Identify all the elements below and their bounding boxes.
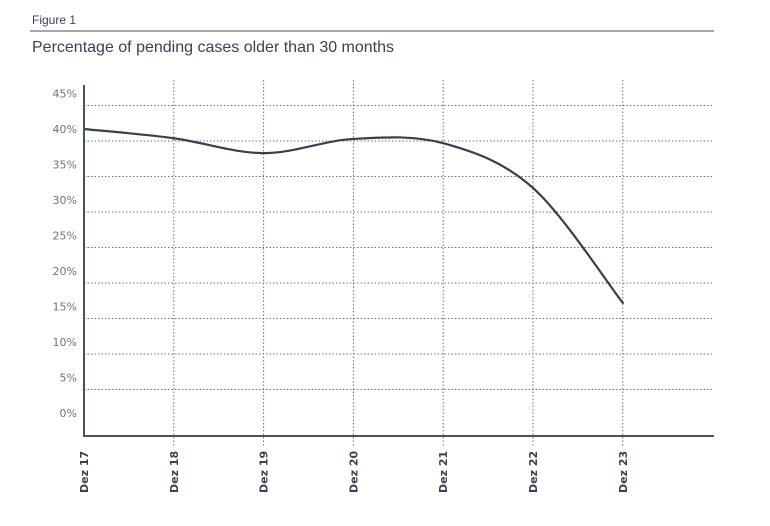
x-tick-label: Dez 21 — [437, 451, 450, 493]
x-axis-ticks: Dez 17 Dez 18 Dez 19 Dez 20 Dez 21 Dez 22 Dez … — [78, 451, 630, 493]
y-tick-label: 0% — [60, 407, 77, 420]
figure-label: Figure 1 — [32, 13, 76, 27]
y-tick-label: 20% — [53, 265, 77, 278]
x-tick-label: Dez 20 — [347, 451, 360, 493]
x-tick-label: Dez 18 — [168, 451, 181, 493]
y-axis-ticks: 0% 5% 10% 15% 20% 25% 30% 35% 40% 45% — [53, 88, 77, 421]
y-tick-label: 5% — [60, 372, 77, 385]
y-tick-label: 40% — [53, 123, 77, 136]
x-tick-label: Dez 22 — [527, 451, 540, 493]
x-tick-label: Dez 17 — [78, 451, 91, 493]
x-tick-label: Dez 19 — [258, 451, 271, 493]
y-tick-label: 10% — [53, 336, 77, 349]
series-line — [82, 127, 624, 305]
y-tick-label: 30% — [53, 194, 77, 207]
y-tick-label: 45% — [53, 88, 77, 101]
chart-title: Percentage of pending cases older than 3… — [32, 39, 394, 56]
y-tick-label: 25% — [53, 230, 77, 243]
y-tick-label: 15% — [53, 301, 77, 314]
x-tick-label: Dez 23 — [617, 451, 630, 493]
gridlines — [84, 80, 714, 446]
y-tick-label: 35% — [53, 159, 77, 172]
